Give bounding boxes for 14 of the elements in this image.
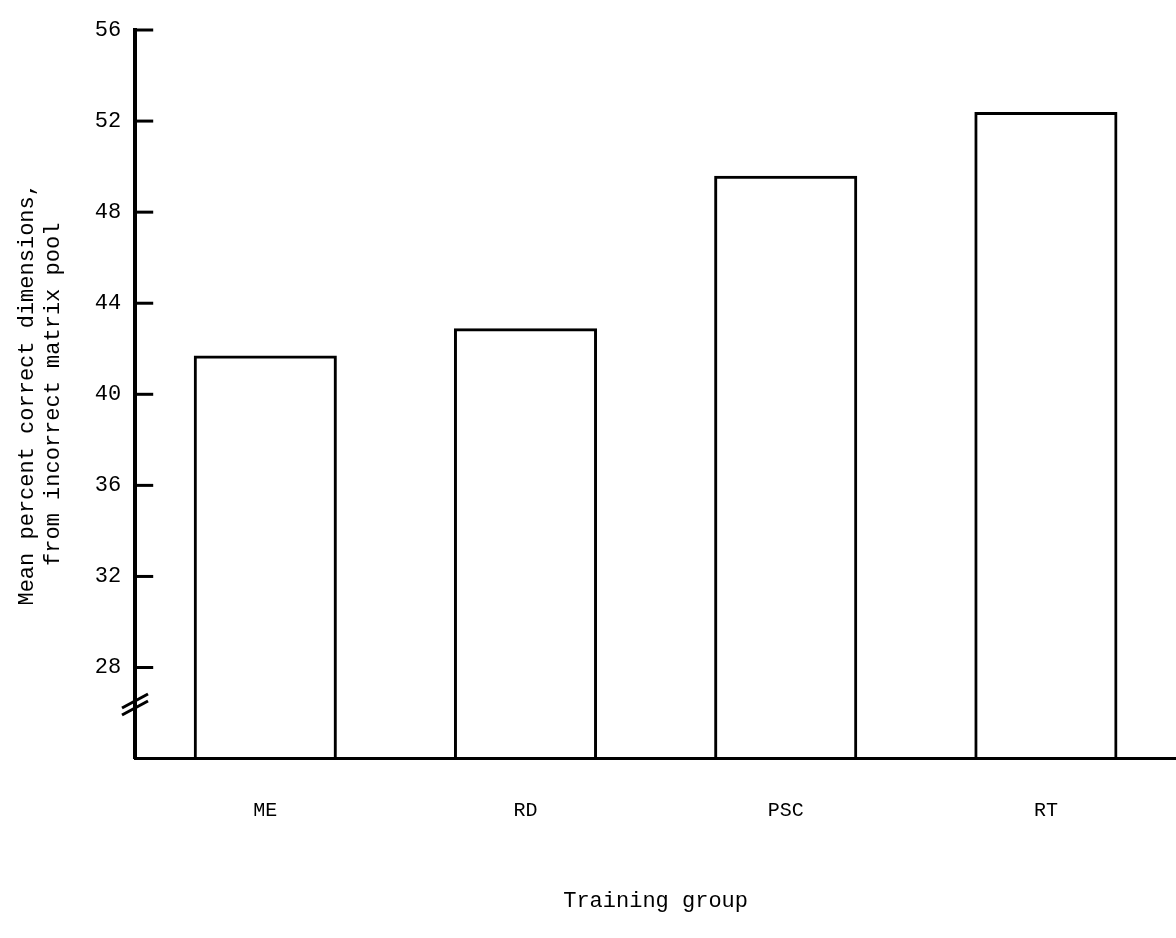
x-tick-label: RD bbox=[513, 798, 538, 822]
y-tick-label: 56 bbox=[94, 17, 122, 43]
y-tick-label: 28 bbox=[94, 655, 122, 681]
y-tick-label: 48 bbox=[94, 199, 122, 225]
x-tick-label: ME bbox=[253, 798, 278, 822]
y-tick-label: 52 bbox=[94, 108, 122, 134]
y-tick-label: 40 bbox=[94, 382, 122, 408]
x-tick-label: RT bbox=[1033, 798, 1058, 822]
y-axis-title: Mean percent correct dimensions, from incorrect matrix pool bbox=[15, 183, 67, 606]
y-tick-label: 44 bbox=[94, 291, 122, 317]
y-tick-label: 36 bbox=[94, 473, 122, 499]
x-tick-label: PSC bbox=[767, 798, 804, 822]
y-tick-label: 32 bbox=[94, 564, 122, 590]
x-axis-title: Training group bbox=[563, 888, 749, 914]
